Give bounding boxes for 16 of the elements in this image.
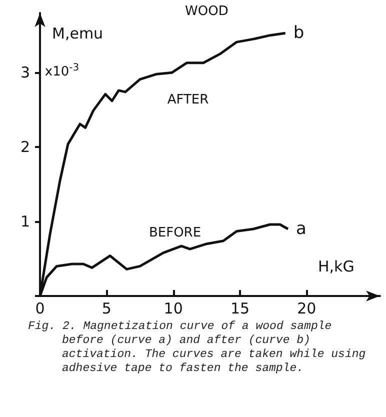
x-tick-label: 20 xyxy=(297,300,316,318)
y-tick-label: 2 xyxy=(20,138,30,156)
caption: Fig. 2. Magnetization curve of a wood sample before (curve a) and after (curve b) activation. The curves are taken while using adhesive tape to fasten the sample. xyxy=(28,320,367,376)
series-label: a xyxy=(296,218,306,239)
y-tick-label: 3 xyxy=(20,64,30,82)
y-axis-title: M,emu xyxy=(52,24,104,42)
annotation: AFTER xyxy=(167,92,209,108)
x-tick-label: 5 xyxy=(102,300,112,318)
annotation: BEFORE xyxy=(148,226,202,240)
y-tick-label: 1 xyxy=(20,212,30,231)
series-label: b xyxy=(293,23,304,44)
x-tick-label: 10 xyxy=(164,300,183,318)
chart-title: WOOD xyxy=(185,4,228,19)
x-tick-label: 15 xyxy=(230,300,250,318)
x-tick-label: 0 xyxy=(35,300,45,318)
x-axis-title: H,kG xyxy=(318,258,354,276)
